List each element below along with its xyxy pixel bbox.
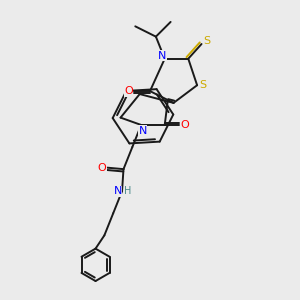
Text: O: O: [98, 163, 106, 173]
Text: N: N: [113, 186, 122, 196]
Text: O: O: [180, 120, 189, 130]
Text: O: O: [124, 86, 133, 96]
Text: N: N: [139, 126, 147, 136]
Text: S: S: [200, 80, 207, 90]
Text: H: H: [124, 186, 132, 196]
Text: N: N: [158, 51, 166, 61]
Text: S: S: [203, 36, 210, 46]
